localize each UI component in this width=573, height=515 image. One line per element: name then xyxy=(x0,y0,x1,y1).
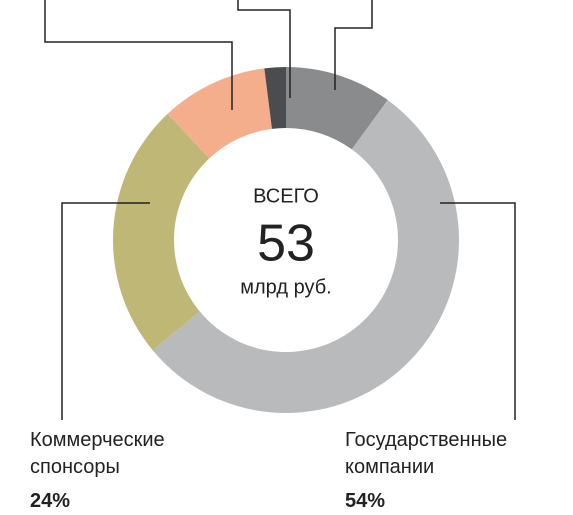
ring xyxy=(112,67,460,414)
donut-segment xyxy=(286,67,388,150)
leader-line xyxy=(61,202,150,420)
center-title: ВСЕГО xyxy=(253,185,319,207)
donut-segment xyxy=(152,100,460,414)
leader-line xyxy=(237,0,291,98)
value-label: 24% xyxy=(30,490,71,512)
donut-segment xyxy=(264,67,286,129)
category-label: Государственные компании xyxy=(345,429,508,478)
center-value: 53 xyxy=(257,215,315,273)
leader-lines xyxy=(44,0,516,420)
leader-line xyxy=(440,202,516,420)
leader-line xyxy=(334,0,373,90)
donut-segment xyxy=(112,113,210,351)
donut-segment xyxy=(167,68,272,159)
center-unit: млрд руб. xyxy=(240,276,331,298)
category-label: Коммерческие спонсоры xyxy=(30,429,165,478)
leader-line xyxy=(44,0,233,110)
value-label: 54% xyxy=(345,490,386,512)
